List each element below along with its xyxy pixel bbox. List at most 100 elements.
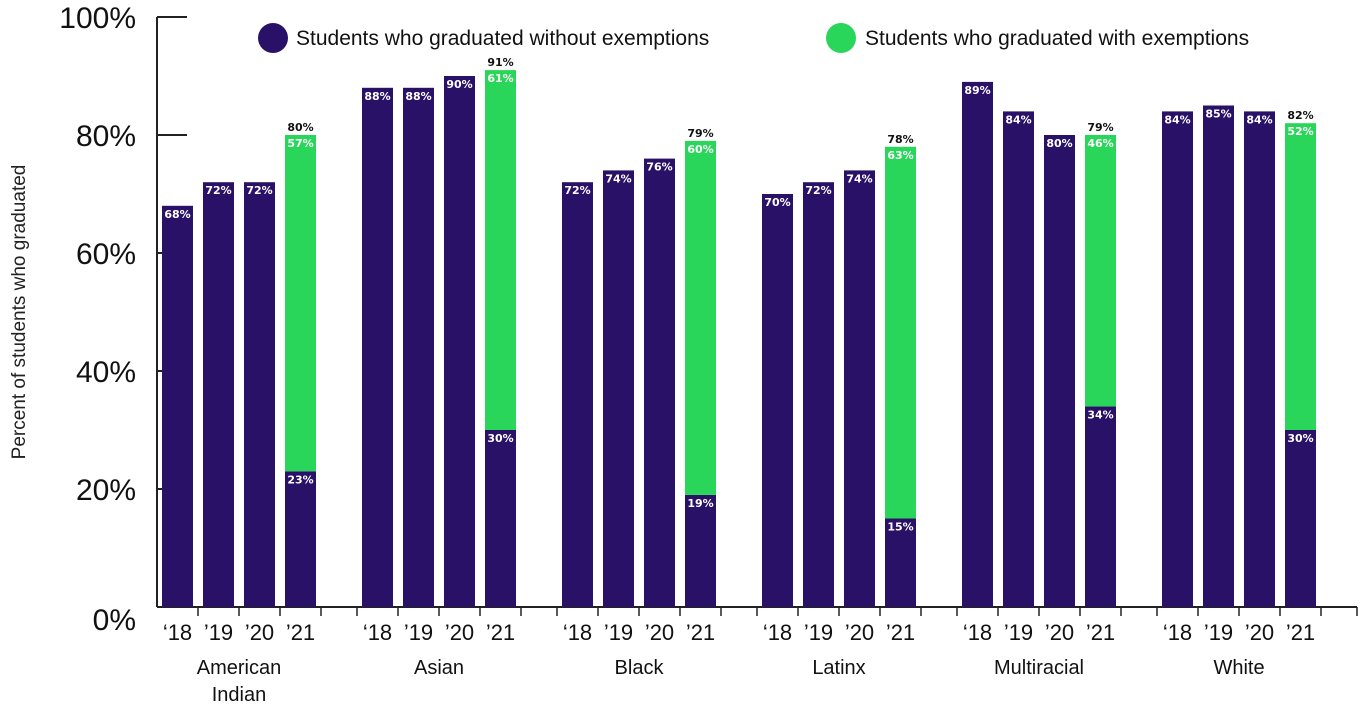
x-tick-label: ’19 [804, 620, 833, 645]
y-tick-label: 60% [76, 238, 136, 271]
x-tick-label: ’19 [1204, 620, 1233, 645]
bar-total-label: 82% [1287, 109, 1313, 122]
bar-total-label: 78% [887, 133, 913, 146]
legend-swatch-without [258, 23, 288, 53]
bar-with-exemptions [1085, 135, 1116, 406]
x-tick-label: ’19 [1004, 620, 1033, 645]
bar-value-label: 88% [405, 90, 431, 103]
x-tick-label: ’21 [1086, 620, 1115, 645]
bar-without-exemptions [444, 76, 475, 607]
x-tick-label: ’20 [845, 620, 874, 645]
legend-swatch-with [826, 23, 856, 53]
bars [162, 70, 1316, 607]
x-tick-label: ’19 [604, 620, 633, 645]
x-tick-label: ’21 [686, 620, 715, 645]
bar-value-label: 72% [246, 184, 272, 197]
group-label: Black [615, 657, 665, 679]
bar-without-exemptions [644, 159, 675, 607]
group-label: Asian [414, 657, 464, 679]
x-tick-label: ’20 [1245, 620, 1274, 645]
x-tick-label: ’20 [445, 620, 474, 645]
y-tick-label: 20% [76, 474, 136, 507]
x-tick-label: ’21 [286, 620, 315, 645]
bar-without-exemptions [1003, 111, 1034, 607]
bar-with-exemptions [485, 70, 516, 430]
bar-without-exemptions [203, 182, 234, 607]
y-tick-label: 40% [76, 356, 136, 389]
bar-value-label: 74% [605, 172, 631, 185]
x-tick-label: ‘18 [163, 620, 192, 645]
x-tick-label: ’21 [1286, 620, 1315, 645]
bar-without-exemptions [844, 170, 875, 607]
bar-without-exemptions [962, 82, 993, 607]
group-label: White [1213, 657, 1264, 679]
x-tick-label: ’20 [245, 620, 274, 645]
x-tick-label: ’20 [1045, 620, 1074, 645]
y-tick-label: 100% [59, 2, 136, 35]
bar-with-exemptions [885, 147, 916, 519]
x-tick-label: ’19 [404, 620, 433, 645]
bar-total-label: 80% [287, 121, 313, 134]
x-tick-label: ‘18 [363, 620, 392, 645]
bar-with-exemptions [285, 135, 316, 471]
y-tick-label: 80% [76, 120, 136, 153]
y-axis-label: Percent of students who graduated [9, 165, 30, 460]
bar-without-exemptions [485, 430, 516, 607]
bar-without-exemptions [244, 182, 275, 607]
group-label: American [197, 657, 281, 679]
bar-without-exemptions [762, 194, 793, 607]
bar-value-label: 46% [1087, 137, 1113, 150]
x-tick-label: ’21 [886, 620, 915, 645]
bar-value-label: 85% [1205, 108, 1231, 121]
bar-value-label: 88% [364, 90, 390, 103]
bar-without-exemptions [803, 182, 834, 607]
bar-value-label: 84% [1005, 113, 1031, 126]
x-tick-label: ’20 [645, 620, 674, 645]
bar-without-exemptions [1162, 111, 1193, 607]
bar-value-label: 52% [1287, 125, 1313, 138]
bar-without-exemptions [1085, 406, 1116, 607]
bar-without-exemptions [1244, 111, 1275, 607]
bar-value-label: 23% [287, 473, 313, 486]
bar-labels: 68%72% 72%23%57%80%88% 88%90%30%61%91%72%7… [164, 56, 1313, 533]
bar-value-label: 72% [805, 184, 831, 197]
x-tick-label: ‘18 [563, 620, 592, 645]
bar-without-exemptions [1203, 106, 1234, 608]
bar-without-exemptions [162, 206, 193, 607]
bar-without-exemptions [403, 88, 434, 607]
bar-value-label: 84% [1246, 113, 1272, 126]
bar-total-label: 79% [1087, 121, 1113, 134]
x-tick-label: ’19 [204, 620, 233, 645]
bar-value-label: 61% [487, 72, 513, 85]
x-tick-label: ’21 [486, 620, 515, 645]
bar-without-exemptions [285, 471, 316, 607]
bar-value-label: 30% [1287, 432, 1313, 445]
bar-total-label: 79% [687, 127, 713, 140]
chart-legend: Students who graduated without exemption… [258, 23, 1249, 53]
x-tick-label: ‘18 [963, 620, 992, 645]
legend-label-without: Students who graduated without exemption… [296, 27, 709, 50]
bar-value-label: 84% [1164, 113, 1190, 126]
x-axis: ‘18’19’20’21AmericanIndian‘18’19’20’21As… [157, 607, 1357, 706]
bar-without-exemptions [685, 495, 716, 607]
legend-label-with: Students who graduated with exemptions [865, 27, 1249, 50]
x-tick-label: ‘18 [763, 620, 792, 645]
bar-value-label: 63% [887, 149, 913, 162]
bar-value-label: 72% [564, 184, 590, 197]
bar-value-label: 70% [764, 196, 790, 209]
bar-without-exemptions [562, 182, 593, 607]
bar-value-label: 74% [846, 172, 872, 185]
bar-value-label: 76% [646, 161, 672, 174]
bar-with-exemptions [1285, 123, 1316, 430]
bar-value-label: 60% [687, 143, 713, 156]
bar-value-label: 68% [164, 208, 190, 221]
x-tick-label: ‘18 [1163, 620, 1192, 645]
bar-value-label: 80% [1046, 137, 1072, 150]
bar-without-exemptions [362, 88, 393, 607]
bar-without-exemptions [603, 170, 634, 607]
bar-total-label: 91% [487, 56, 513, 69]
bar-with-exemptions [685, 141, 716, 495]
group-label: Latinx [812, 657, 865, 679]
bar-value-label: 57% [287, 137, 313, 150]
group-label: Multiracial [994, 657, 1084, 679]
